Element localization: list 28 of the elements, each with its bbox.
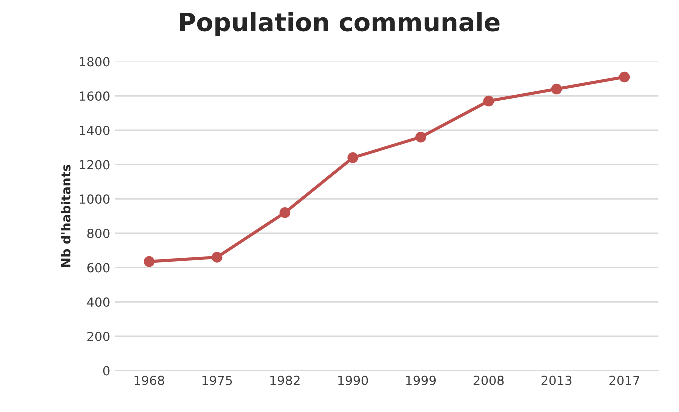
- y-tick-label: 1800: [80, 57, 110, 67]
- y-tick-label: 1600: [80, 92, 110, 102]
- x-tick-label: 2008: [474, 376, 504, 386]
- x-tick-label: 1999: [406, 376, 436, 386]
- y-tick-label: 0: [103, 366, 110, 376]
- chart-title: Population communale: [180, 12, 500, 37]
- y-tick-label: 1200: [80, 160, 110, 170]
- point: [212, 252, 223, 263]
- x-tick-label: 2017: [610, 376, 640, 386]
- point: [416, 132, 426, 143]
- x-tick-label: 1975: [202, 376, 232, 386]
- point: [484, 96, 494, 107]
- y-tick-label: 800: [88, 228, 110, 238]
- point: [619, 72, 630, 83]
- y-tick-label: 400: [87, 298, 110, 308]
- y-tick-label: 1400: [80, 126, 110, 136]
- y-axis-title: Nb d'habitants: [61, 164, 71, 268]
- point: [144, 256, 155, 268]
- y-tick-label: 1000: [80, 194, 110, 204]
- y-tick-label: 200: [88, 332, 110, 342]
- point: [551, 84, 562, 95]
- point: [348, 152, 358, 164]
- x-tick-label: 1968: [134, 376, 164, 386]
- x-tick-label: 2013: [542, 376, 572, 386]
- point: [280, 207, 291, 218]
- x-tick-label: 1990: [338, 376, 368, 386]
- y-tick-label: 600: [88, 263, 110, 273]
- x-tick-label: 1982: [270, 376, 300, 386]
